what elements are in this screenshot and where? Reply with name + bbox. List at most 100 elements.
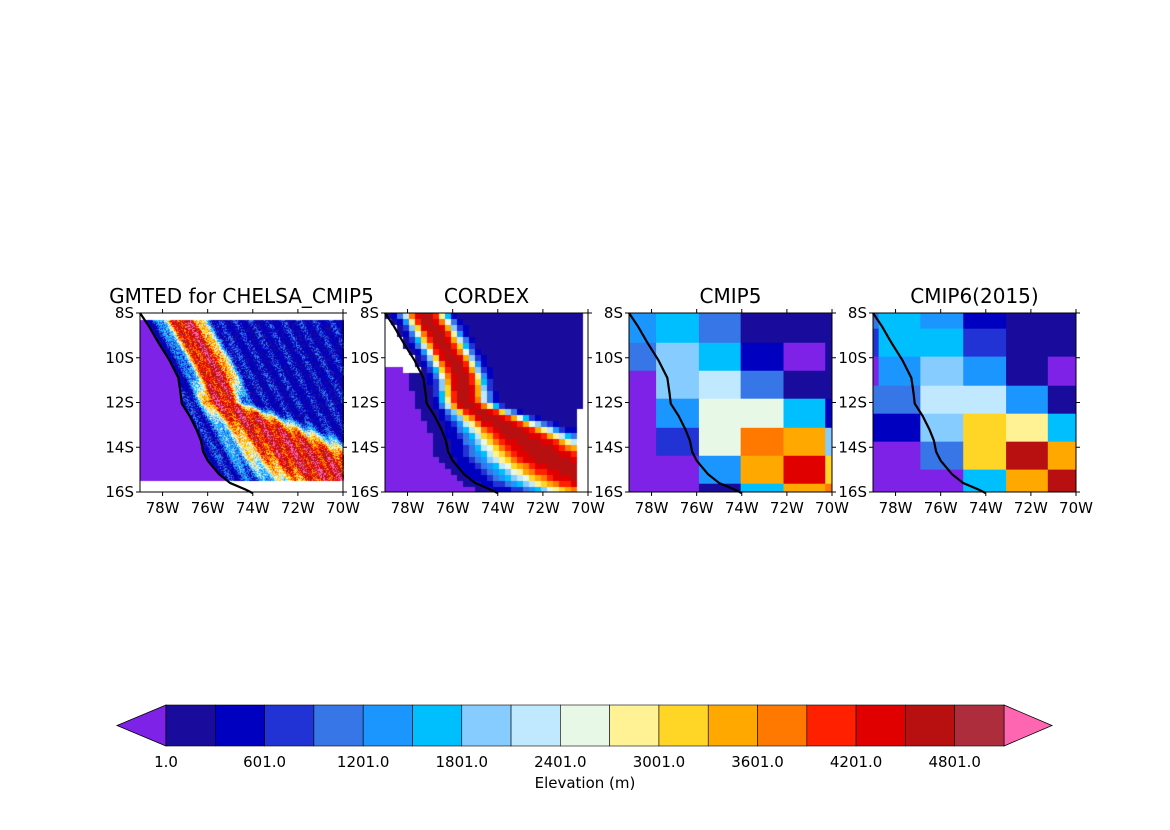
grid-cell bbox=[1047, 356, 1077, 387]
grid-cell bbox=[878, 441, 921, 471]
grid-cell bbox=[963, 328, 1007, 358]
x-tick-label: 70W bbox=[815, 499, 849, 517]
panel-3: CMIP6(2015) 78W 76W 74W 72W 70W 8S 10S 12S 14S 16S bbox=[838, 284, 1093, 517]
y-tick-label: 16S bbox=[838, 483, 867, 501]
x-tick-label: 74W bbox=[481, 499, 515, 517]
grid-cell bbox=[1006, 469, 1049, 493]
colorbar-bin bbox=[510, 704, 561, 747]
colorbar-over-extension bbox=[1003, 704, 1054, 747]
grid-cell bbox=[783, 313, 826, 344]
grid-cell bbox=[878, 356, 921, 387]
y-tick-label: 16S bbox=[105, 483, 134, 501]
grid-cell bbox=[1006, 356, 1049, 387]
colorbar-bin bbox=[461, 704, 512, 747]
colorbar-bin bbox=[855, 704, 906, 747]
panel-title: GMTED for CHELSA_CMIP5 bbox=[109, 284, 374, 308]
y-tick-label: 12S bbox=[594, 394, 623, 412]
grid-cell bbox=[629, 483, 657, 493]
x-tick-label: 78W bbox=[391, 499, 425, 517]
grid-cell bbox=[629, 370, 657, 400]
grid-cell bbox=[656, 370, 700, 400]
colorbar-bin bbox=[362, 704, 413, 747]
grid-cell bbox=[740, 483, 785, 493]
x-tick-label: 72W bbox=[770, 499, 804, 517]
grid-cell bbox=[920, 385, 964, 415]
grid-cell bbox=[740, 427, 785, 457]
y-tick-label: 14S bbox=[350, 438, 379, 456]
grid-cell bbox=[963, 356, 1007, 387]
grid-cell bbox=[963, 413, 1007, 443]
grid-cell bbox=[1047, 469, 1077, 493]
grid-cell bbox=[1006, 413, 1049, 443]
y-tick-label: 12S bbox=[105, 394, 134, 412]
x-tick-label: 74W bbox=[969, 499, 1003, 517]
colorbar-bin bbox=[658, 704, 709, 747]
grid-cell bbox=[783, 483, 826, 493]
y-tick-label: 8S bbox=[848, 304, 867, 322]
colorbar-tick-label: 1201.0 bbox=[337, 753, 390, 771]
x-tick-label: 78W bbox=[146, 499, 180, 517]
grid-cell bbox=[920, 328, 964, 358]
coastline bbox=[628, 312, 743, 495]
x-tick-label: 70W bbox=[326, 499, 360, 517]
grid-cell bbox=[783, 398, 826, 429]
grid-cell bbox=[698, 370, 742, 400]
grid-cell bbox=[963, 313, 1007, 330]
y-tick-label: 16S bbox=[594, 483, 623, 501]
grid-cell bbox=[825, 313, 833, 344]
grid-cell bbox=[629, 427, 657, 457]
x-tick-label: 76W bbox=[191, 499, 225, 517]
grid-cell bbox=[1047, 385, 1077, 415]
grid-cell bbox=[873, 413, 880, 443]
grid-cell bbox=[873, 328, 880, 358]
grid-cell bbox=[740, 313, 785, 344]
grid-cell bbox=[920, 441, 964, 471]
grid-cell bbox=[878, 313, 921, 330]
colorbar-bin bbox=[412, 704, 463, 747]
panel-2: CMIP5 78W 76W 74W 72W 70W 8S 10S 12S 14S 16S bbox=[594, 284, 849, 517]
panel-title: CORDEX bbox=[444, 284, 530, 308]
coastline bbox=[872, 312, 987, 495]
grid-cell bbox=[1006, 313, 1049, 330]
grid-cell bbox=[920, 469, 964, 493]
colorbar-tick-label: 4801.0 bbox=[928, 753, 981, 771]
grid-cell bbox=[873, 469, 880, 493]
panel-0: GMTED for CHELSA_CMIP5 78W 76W 74W 72W 70W 8S 1… bbox=[105, 284, 373, 517]
y-tick-label: 16S bbox=[350, 483, 379, 501]
panel-title: CMIP5 bbox=[700, 284, 762, 308]
grid-cell bbox=[873, 356, 880, 387]
grid-cell bbox=[698, 313, 742, 344]
grid-cell bbox=[920, 313, 964, 330]
cordex-elevation-map bbox=[385, 313, 588, 492]
grid-cell bbox=[873, 441, 880, 471]
x-tick-label: 76W bbox=[924, 499, 958, 517]
colorbar-bin bbox=[264, 704, 315, 747]
colorbar-bin bbox=[806, 704, 857, 747]
colorbar-tick-label: 601.0 bbox=[243, 753, 286, 771]
grid-cell bbox=[963, 385, 1007, 415]
colorbar-tick-label: 1801.0 bbox=[436, 753, 489, 771]
colorbar-tick-label: 1.0 bbox=[154, 753, 178, 771]
grid-cell bbox=[629, 398, 657, 429]
colorbar-tick-label: 3601.0 bbox=[731, 753, 784, 771]
grid-cell bbox=[740, 398, 785, 429]
grid-cell bbox=[1006, 385, 1049, 415]
colorbar-bin bbox=[905, 704, 956, 747]
grid-cell bbox=[873, 313, 880, 330]
y-tick-label: 10S bbox=[105, 349, 134, 367]
grid-cell bbox=[963, 441, 1007, 471]
x-tick-label: 74W bbox=[725, 499, 759, 517]
x-tick-label: 72W bbox=[526, 499, 560, 517]
y-tick-label: 14S bbox=[105, 438, 134, 456]
y-tick-label: 10S bbox=[838, 349, 867, 367]
y-tick-label: 12S bbox=[838, 394, 867, 412]
colorbar-tick-label: 4201.0 bbox=[830, 753, 883, 771]
grid-cell bbox=[740, 342, 785, 372]
coastline bbox=[139, 312, 254, 495]
grid-cell bbox=[1006, 441, 1049, 471]
grid-cell bbox=[825, 455, 833, 485]
x-tick-label: 72W bbox=[281, 499, 315, 517]
colorbar-bin bbox=[313, 704, 364, 747]
